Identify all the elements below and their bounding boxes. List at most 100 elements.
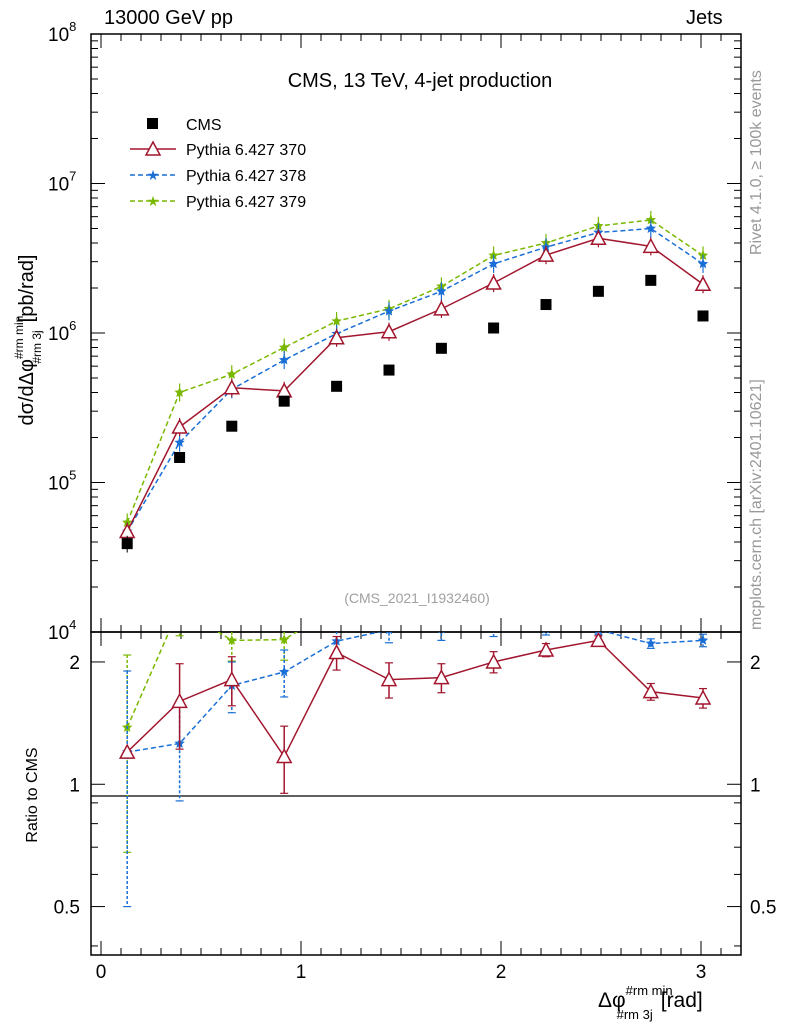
y-tick-label-main: 104 — [48, 617, 76, 644]
legend-cms-marker — [147, 118, 158, 129]
y-tick-label-exp: 6 — [69, 318, 76, 333]
ratio-point — [279, 666, 290, 677]
y-tick-label-base: 10 — [48, 623, 69, 644]
x-tick-label: 0 — [96, 962, 107, 983]
ratio-point — [433, 669, 450, 685]
data-point — [226, 368, 237, 379]
ratio-line-2 — [127, 632, 704, 753]
y-tick-label-base: 10 — [48, 175, 69, 196]
data-point — [642, 237, 660, 254]
data-point — [174, 387, 185, 397]
data-point — [328, 329, 345, 345]
ratio-point — [438, 632, 445, 634]
data-point — [279, 354, 290, 365]
legend: CMS Pythia 6.427 370 ★ Pythia 6.427 378 … — [130, 117, 306, 211]
y-tick-label-base: 10 — [48, 324, 69, 345]
y-tick-label-exp: 7 — [69, 169, 76, 184]
main-y-label-sub: #rm 3j — [30, 330, 44, 363]
y-tick-label-exp: 5 — [69, 468, 76, 483]
data-point — [174, 437, 185, 447]
data-point — [645, 223, 656, 233]
ratio-point — [642, 683, 660, 699]
ratio-point — [385, 632, 393, 635]
ratio-point — [171, 692, 188, 709]
ratio-y-axis-label: Ratio to CMS — [24, 747, 41, 842]
rivet-version-label: Rivet 4.1.0, ≥ 100k events — [748, 70, 765, 255]
ratio-point — [174, 602, 184, 612]
ratio-point — [223, 670, 241, 687]
data-point — [694, 275, 712, 291]
ratio-point — [542, 632, 550, 634]
data-point — [279, 342, 290, 352]
ratio-point — [488, 582, 498, 592]
ratio-point — [328, 643, 345, 660]
x-tick-label: 2 — [496, 962, 507, 983]
data-point — [171, 418, 188, 434]
chart-title: CMS, 13 TeV, 4-jet production — [288, 70, 553, 92]
data-point — [122, 517, 133, 527]
y-tick-label-main: 108 — [48, 19, 76, 46]
x-tick-label: 3 — [696, 962, 707, 983]
ratio-point — [331, 602, 341, 612]
data-point — [488, 322, 500, 334]
y-tick-label-main: 107 — [48, 169, 76, 196]
ratio-layer — [118, 582, 712, 908]
analysis-watermark: (CMS_2021_I1932460) — [344, 590, 490, 606]
data-point — [331, 380, 343, 392]
data-point — [383, 305, 395, 316]
data-point — [118, 522, 136, 539]
ratio-point — [485, 653, 502, 669]
y-tick-label-exp: 4 — [69, 617, 76, 632]
mcplots-reference-label: mcplots.cern.ch [arXiv:2401.10621] — [748, 379, 765, 630]
data-point — [645, 274, 657, 286]
data-point — [433, 300, 450, 316]
y-tick-label-base: 10 — [48, 474, 69, 495]
y-tick-label-ratio-right: 1 — [750, 775, 761, 796]
y-tick-label-main: 106 — [48, 318, 76, 345]
data-point — [697, 310, 709, 322]
main-y-label-unit: [pb/rad] — [16, 255, 38, 323]
series-line-1 — [126, 237, 704, 532]
data-point — [380, 323, 398, 339]
main-y-axis-label: dσ/dΔφ#rm min #rm 3j [pb/rad] — [12, 255, 44, 426]
series-layer — [118, 210, 712, 553]
data-point — [590, 229, 607, 246]
x-label-unit: [rad] — [661, 989, 703, 1012]
series-line-2 — [126, 227, 704, 532]
ratio-line-1 — [126, 639, 704, 759]
ratio-point — [698, 614, 708, 624]
y-tick-label-base: 10 — [48, 25, 69, 46]
header-right-label: Jets — [686, 7, 723, 29]
x-tick-label: 1 — [296, 962, 307, 983]
y-tick-label-ratio-right: 2 — [750, 653, 761, 674]
x-label-sup: #rm min — [626, 983, 673, 998]
ratio-point — [118, 743, 136, 759]
legend-379-marker: ★ — [147, 193, 160, 209]
data-point — [436, 285, 447, 296]
data-point — [174, 451, 186, 463]
main-y-label-sup: #rm min — [12, 316, 26, 359]
legend-cms-label: CMS — [186, 117, 222, 134]
ratio-plot-frame — [90, 631, 742, 956]
legend-370-label: Pythia 6.427 370 — [186, 142, 306, 159]
data-point — [226, 420, 238, 432]
data-point — [488, 258, 499, 269]
y-tick-label-ratio-right: 0.5 — [750, 898, 776, 919]
ratio-point — [384, 612, 394, 622]
ratio-point — [646, 615, 656, 625]
data-point — [331, 315, 342, 326]
ratio-point — [275, 747, 293, 764]
y-tick-label-ratio: 0.5 — [54, 898, 80, 919]
data-point — [435, 342, 447, 354]
y-tick-label-ratio: 2 — [69, 653, 80, 674]
y-tick-label-exp: 8 — [69, 19, 76, 34]
data-point — [697, 258, 709, 269]
legend-378-marker: ★ — [147, 167, 160, 183]
ratio-point — [541, 612, 551, 622]
data-point — [592, 285, 604, 297]
ratio-point — [380, 670, 398, 687]
x-label-base: Δφ — [598, 989, 626, 1012]
legend-378-label: Pythia 6.427 378 — [186, 168, 306, 185]
